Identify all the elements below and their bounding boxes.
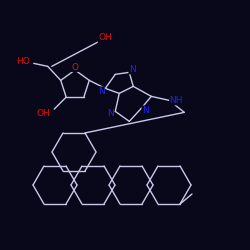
Text: N: N xyxy=(107,109,114,118)
Text: N: N xyxy=(142,106,149,115)
Text: OH: OH xyxy=(36,109,50,118)
Text: OH: OH xyxy=(98,34,112,42)
Text: O: O xyxy=(72,62,78,72)
Text: N: N xyxy=(98,87,105,96)
Text: NH: NH xyxy=(170,96,183,105)
Text: N: N xyxy=(129,65,136,74)
Text: HO: HO xyxy=(16,57,30,66)
